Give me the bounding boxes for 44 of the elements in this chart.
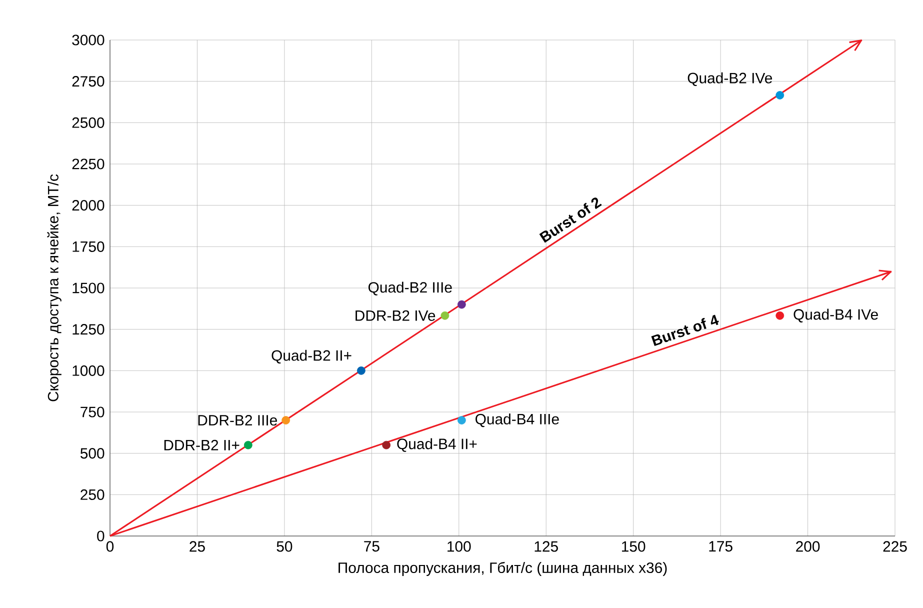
series-label: DDR-B2 IVe: [356, 310, 436, 321]
y-tick-label: 0: [97, 530, 104, 542]
point: [458, 300, 466, 309]
point: [440, 311, 450, 320]
x-tick-label: 200: [796, 541, 820, 552]
point: [282, 416, 290, 424]
series-label: Quad-B2 IIIe: [368, 282, 452, 296]
text: Burst of 4: [651, 314, 719, 346]
x-tick-label: 0: [106, 541, 114, 552]
x-tick-label: 175: [709, 541, 732, 552]
x-tick-label: 150: [622, 541, 646, 552]
y-tick-label: 3000: [72, 34, 104, 46]
x-axis-title: Полоса пропускания, Гбит/с (шина данных x36): [338, 562, 667, 576]
series-label: Quad-B4 IVe: [794, 308, 878, 322]
x-tick-label: 25: [190, 541, 205, 552]
series-label: Quad-B2 II+: [272, 350, 352, 364]
series-label: Quad-B4 IIIe: [476, 413, 559, 428]
series-label: Quad-B2 IVe: [688, 72, 772, 86]
point: [382, 440, 391, 450]
series-label: DDR-B2 II+: [164, 440, 240, 450]
point: [458, 416, 466, 424]
y-axis-title: Скорость доступа к ячейке, МТ/с: [47, 174, 62, 402]
y-tick-label: 1250: [72, 324, 104, 335]
x-tick-label: 100: [448, 541, 471, 552]
point: [357, 366, 366, 375]
y-tick-label: 500: [80, 448, 104, 459]
point: [776, 91, 784, 100]
x-tick-label: 75: [364, 541, 380, 552]
series-label: DDR-B2 IIIe: [198, 414, 277, 426]
x-tick-label: 50: [276, 541, 292, 552]
y-tick-label: 1500: [72, 282, 104, 294]
point: [776, 311, 784, 320]
y-tick-label: 2000: [72, 200, 104, 211]
y-tick-label: 250: [80, 489, 104, 500]
x-tick-label: 225: [883, 541, 907, 552]
point: [244, 440, 252, 450]
x-tick-label: 125: [534, 541, 558, 552]
series-label: Quad-B4 II+: [397, 438, 477, 452]
y-tick-label: 2250: [72, 158, 104, 170]
y-tick-label: 2500: [72, 117, 104, 128]
y-tick-label: 1750: [72, 241, 104, 252]
y-tick-label: 2750: [72, 76, 104, 87]
y-tick-label: 1000: [72, 365, 104, 376]
y-tick-label: 750: [80, 406, 104, 418]
